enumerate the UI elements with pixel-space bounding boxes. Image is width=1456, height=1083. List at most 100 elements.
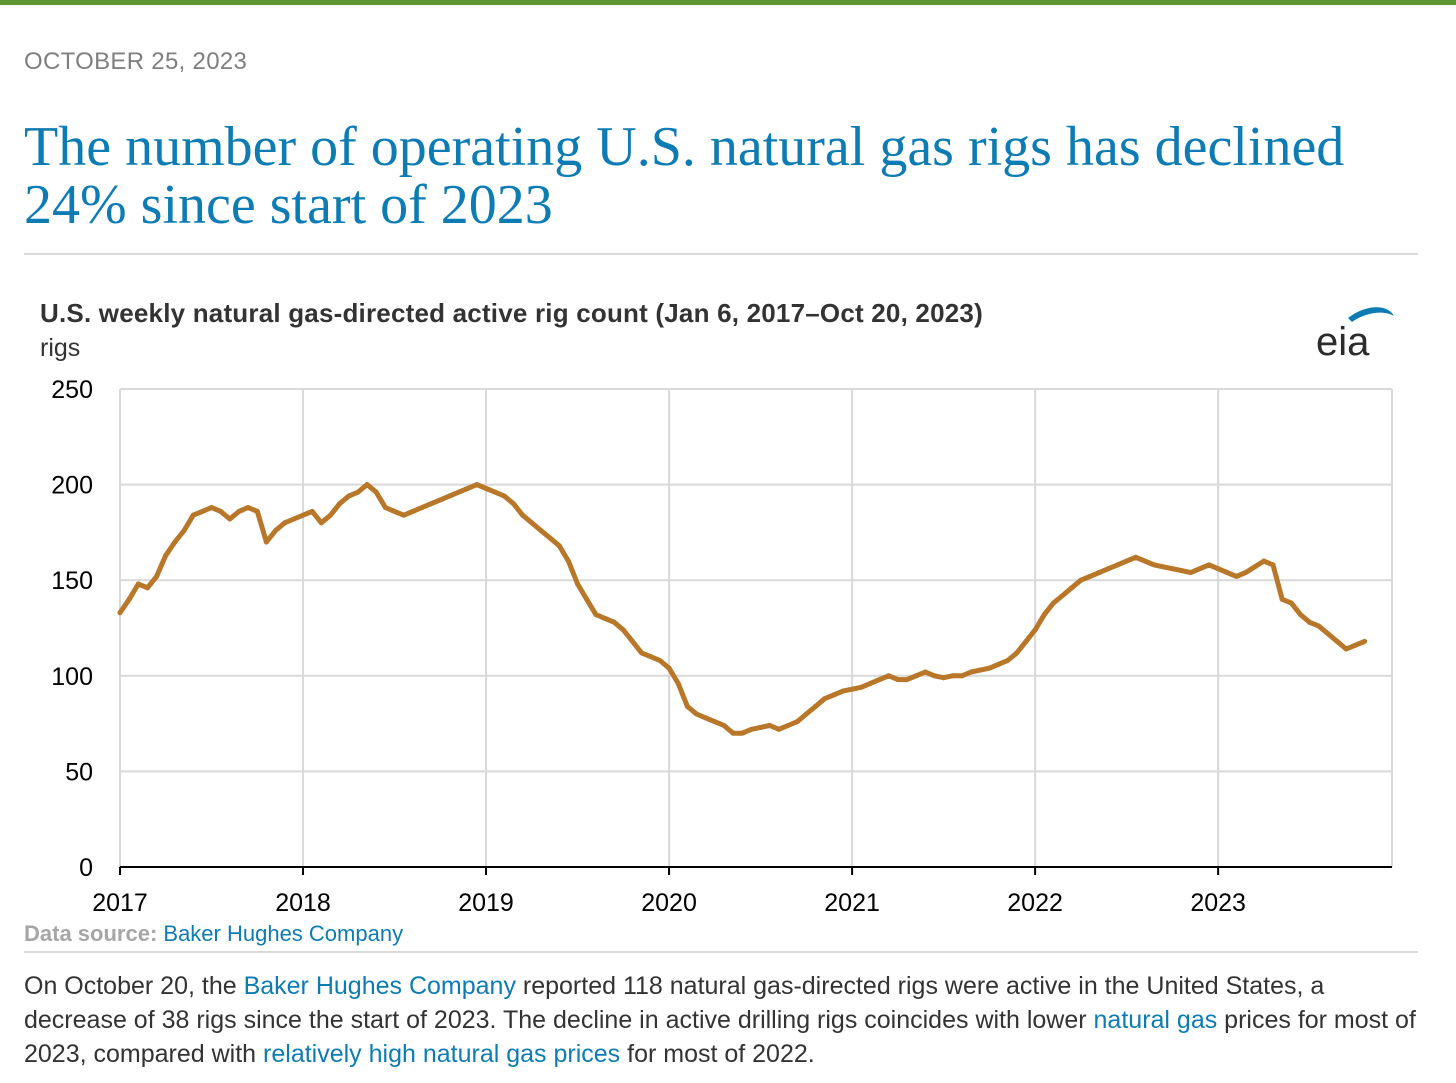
data-point: [1288, 600, 1294, 606]
data-point: [877, 677, 883, 683]
data-point: [922, 669, 928, 675]
chart-title: U.S. weekly natural gas-directed active …: [40, 298, 983, 328]
data-point: [483, 485, 489, 491]
data-point: [1279, 596, 1285, 602]
x-tick-label: 2022: [1007, 889, 1063, 917]
data-point: [913, 673, 919, 679]
series-layer: [117, 482, 1368, 736]
data-point: [227, 516, 233, 522]
data-point: [968, 669, 974, 675]
data-point: [465, 485, 471, 491]
y-tick-label: 50: [65, 758, 93, 786]
data-point: [1179, 568, 1185, 574]
data-point: [1041, 612, 1047, 618]
y-tick-label: 150: [51, 567, 93, 595]
data-point: [1060, 592, 1066, 598]
data-point: [767, 723, 773, 729]
data-point: [867, 680, 873, 686]
body-text-3: prices for most of 2023, compared with: [24, 1006, 1416, 1068]
data-point: [410, 508, 416, 514]
data-point: [1050, 600, 1056, 606]
data-point: [1270, 562, 1276, 568]
body-text-2: reported 118 natural gas-directed rigs w…: [24, 972, 1325, 1034]
eia-logo-text: eia: [1316, 320, 1370, 364]
data-point: [785, 723, 791, 729]
data-point: [327, 512, 333, 518]
data-point: [428, 501, 434, 507]
divider-top: [24, 253, 1418, 255]
data-point: [822, 696, 828, 702]
x-tick-label: 2019: [458, 889, 514, 917]
data-point: [611, 619, 617, 625]
data-point: [1124, 558, 1130, 564]
data-point: [117, 610, 123, 616]
data-point: [364, 482, 370, 488]
grid-lines: [119, 388, 1393, 867]
data-point: [620, 627, 626, 633]
data-point: [309, 508, 315, 514]
data-point: [1325, 631, 1331, 637]
body-text-4: for most of 2022.: [620, 1040, 815, 1068]
data-point: [401, 512, 407, 518]
data-point: [373, 489, 379, 495]
data-point: [318, 520, 324, 526]
data-point: [657, 658, 663, 664]
data-point: [721, 723, 727, 729]
body-text-1: On October 20, the: [24, 972, 244, 1000]
data-point: [181, 527, 187, 533]
data-point: [556, 543, 562, 549]
data-point: [776, 726, 782, 732]
data-point: [886, 673, 892, 679]
data-point: [382, 505, 388, 511]
data-point: [135, 581, 141, 587]
data-point: [218, 508, 224, 514]
data-point: [739, 730, 745, 736]
x-tick-label: 2023: [1190, 889, 1246, 917]
data-point: [510, 501, 516, 507]
data-point: [931, 673, 937, 679]
x-tick-label: 2021: [824, 889, 880, 917]
data-point: [730, 730, 736, 736]
data-point: [501, 493, 507, 499]
x-tick-label: 2017: [92, 889, 148, 917]
data-point: [1142, 558, 1148, 564]
data-point: [1151, 562, 1157, 568]
data-point: [1297, 612, 1303, 618]
data-point: [300, 512, 306, 518]
data-point: [1133, 554, 1139, 560]
article-body: On October 20, the Baker Hughes Company …: [24, 969, 1424, 1071]
data-point: [456, 489, 462, 495]
data-point: [1160, 564, 1166, 570]
divider-bottom: [24, 951, 1418, 953]
gas-prices-link[interactable]: relatively high natural gas prices: [263, 1040, 621, 1068]
data-point: [639, 650, 645, 656]
data-point: [1005, 658, 1011, 664]
data-point: [703, 715, 709, 721]
data-point: [547, 535, 553, 541]
data-point: [1096, 570, 1102, 576]
data-point: [446, 493, 452, 499]
data-point: [419, 505, 425, 511]
data-point: [803, 711, 809, 717]
baker-hughes-link[interactable]: Baker Hughes Company: [243, 972, 516, 1000]
eia-logo-icon[interactable]: eia: [1308, 300, 1404, 364]
data-point: [602, 615, 608, 621]
line-chart: 0 50 100 150 200 250 2017 2018 2019 2020 2021 2022 2…: [51, 376, 1393, 917]
data-point: [492, 489, 498, 495]
data-point: [712, 719, 718, 725]
natural-gas-link[interactable]: natural gas: [1093, 1006, 1218, 1034]
data-point: [1078, 577, 1084, 583]
data-point: [346, 493, 352, 499]
data-point: [748, 726, 754, 732]
data-point: [1069, 585, 1075, 591]
data-point: [1343, 646, 1349, 652]
data-source-link[interactable]: Baker Hughes Company: [163, 921, 404, 946]
data-point: [1362, 638, 1368, 644]
data-point: [1224, 570, 1230, 576]
data-point: [666, 665, 672, 671]
data-point: [941, 675, 947, 681]
data-point: [675, 680, 681, 686]
data-point: [263, 539, 269, 545]
data-point: [273, 527, 279, 533]
data-point: [648, 654, 654, 660]
